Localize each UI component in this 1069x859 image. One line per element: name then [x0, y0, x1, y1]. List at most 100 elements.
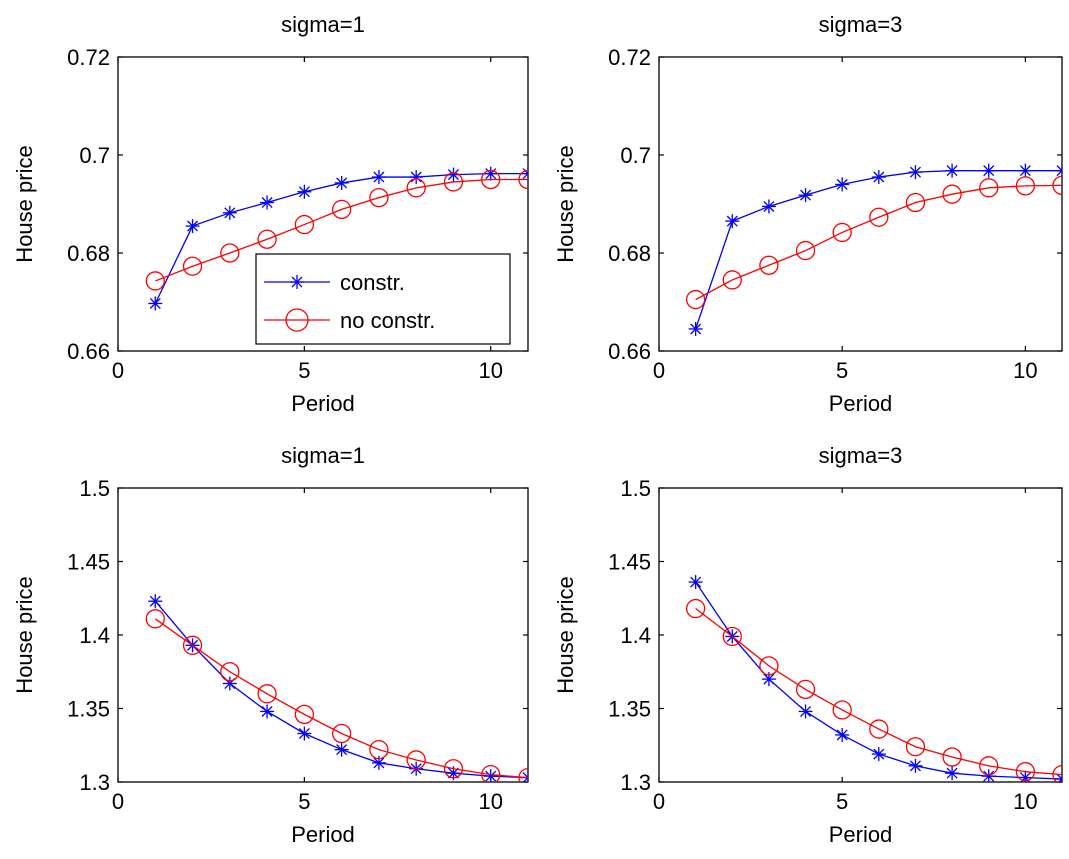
constr-point: [981, 163, 996, 178]
no-constr-point: [979, 178, 999, 198]
series-layer: [685, 575, 1062, 782]
x-axis-label: Period: [829, 391, 893, 416]
chart-title: sigma=1: [281, 443, 365, 468]
y-tick-label: 1.3: [79, 770, 110, 795]
no-constr-point: [518, 767, 528, 782]
no-constr-point: [145, 609, 165, 629]
constr-point: [297, 184, 312, 199]
x-tick-label: 5: [836, 789, 848, 814]
chart-panel-3: 0 5 10 1.3 1.35 1.4 1.45 1.5 sigma=1 Period House …: [12, 443, 529, 847]
no-constr-point: [220, 662, 240, 682]
constr-point: [908, 165, 923, 180]
constr-point: [260, 195, 275, 210]
constr-point: [521, 166, 528, 181]
x-tick-label: 10: [478, 789, 502, 814]
x-tick-label: 5: [298, 358, 310, 383]
constr-point: [260, 704, 275, 719]
x-tick-label: 10: [478, 358, 502, 383]
no-constr-line: [154, 618, 528, 779]
no-constr-point: [905, 192, 926, 213]
no-constr-point: [257, 229, 277, 249]
no-constr-point: [294, 704, 315, 725]
no-constr-point: [795, 679, 816, 700]
legend-constr-label: constr.: [340, 270, 405, 295]
no-constr-point: [220, 243, 240, 263]
legend-no-constr-marker: [285, 308, 309, 332]
constr-point: [148, 296, 163, 311]
y-tick-label: 1.5: [620, 476, 651, 501]
y-tick-label: 0.66: [608, 339, 651, 364]
no-constr-point: [443, 759, 464, 779]
no-constr-point: [759, 255, 779, 275]
no-constr-point: [1015, 176, 1036, 196]
no-constr-point: [685, 598, 706, 619]
no-constr-point: [481, 169, 501, 190]
no-constr-line: [695, 608, 1062, 776]
constr-point: [835, 177, 850, 192]
chart-title: sigma=1: [281, 12, 365, 37]
x-tick-label: 5: [298, 789, 310, 814]
no-constr-point: [832, 700, 852, 720]
constr-point: [371, 755, 386, 770]
constr-point: [688, 575, 703, 590]
y-tick-label: 1.45: [608, 550, 651, 575]
constr-point: [185, 219, 200, 234]
y-tick-label: 0.68: [67, 241, 110, 266]
plot-area-frame: [658, 56, 1063, 352]
constr-point: [334, 742, 349, 757]
x-axis-label: Period: [829, 822, 893, 847]
constr-point: [688, 321, 703, 336]
constr-point: [945, 766, 960, 781]
constr-point: [483, 166, 498, 181]
chart-title: sigma=3: [819, 12, 903, 37]
no-constr-point: [869, 719, 889, 739]
no-constr-point: [722, 626, 742, 647]
constr-point: [761, 199, 776, 214]
x-tick-label: 10: [1013, 789, 1037, 814]
legend: constr. no constr.: [255, 253, 511, 345]
y-tick-label: 1.3: [620, 770, 651, 795]
no-constr-point: [832, 222, 852, 243]
x-axis-label: Period: [291, 822, 355, 847]
constr-point: [835, 727, 850, 742]
y-tick-label: 1.5: [79, 476, 110, 501]
y-tick-label: 0.68: [608, 241, 651, 266]
constr-point: [334, 175, 349, 190]
constr-point: [148, 594, 163, 609]
legend-constr-marker: [290, 275, 304, 289]
y-tick-label: 0.72: [608, 45, 651, 70]
chart-panel-2: 0 5 10 0.66 0.68 0.7 0.72 sigma=3 Period House pr…: [553, 12, 1063, 416]
no-constr-point: [369, 740, 389, 760]
y-tick-label: 0.7: [79, 143, 110, 168]
constr-point: [483, 769, 498, 782]
plot-area-frame: [117, 487, 529, 783]
y-tick-label: 1.4: [79, 623, 110, 648]
constr-point: [1055, 772, 1062, 782]
x-tick-label: 0: [653, 358, 665, 383]
no-constr-point: [369, 187, 389, 208]
no-constr-point: [979, 756, 999, 776]
constr-point: [871, 747, 886, 762]
no-constr-point: [331, 199, 352, 220]
y-tick-label: 1.4: [620, 623, 651, 648]
y-axis-label: House price: [553, 576, 578, 693]
legend-no-constr-label: no constr.: [340, 308, 435, 333]
no-constr-point: [905, 737, 926, 757]
no-constr-point: [795, 240, 816, 261]
no-constr-point: [406, 178, 426, 198]
constr-point: [871, 170, 886, 185]
constr-point: [1018, 163, 1033, 178]
plot-area-frame: [658, 487, 1063, 783]
chart-title: sigma=3: [819, 443, 903, 468]
x-tick-label: 5: [836, 358, 848, 383]
chart-panel-1: 0 5 10 0.66 0.68 0.7 0.72 sigma=1 Period House pr…: [12, 12, 529, 416]
constr-point: [371, 170, 386, 185]
no-constr-point: [406, 750, 426, 770]
no-constr-point: [257, 684, 277, 704]
y-tick-label: 1.35: [608, 697, 651, 722]
constr-point: [761, 672, 776, 687]
y-tick-label: 1.35: [67, 697, 110, 722]
no-constr-line: [155, 178, 528, 282]
y-axis-label: House price: [553, 145, 578, 262]
